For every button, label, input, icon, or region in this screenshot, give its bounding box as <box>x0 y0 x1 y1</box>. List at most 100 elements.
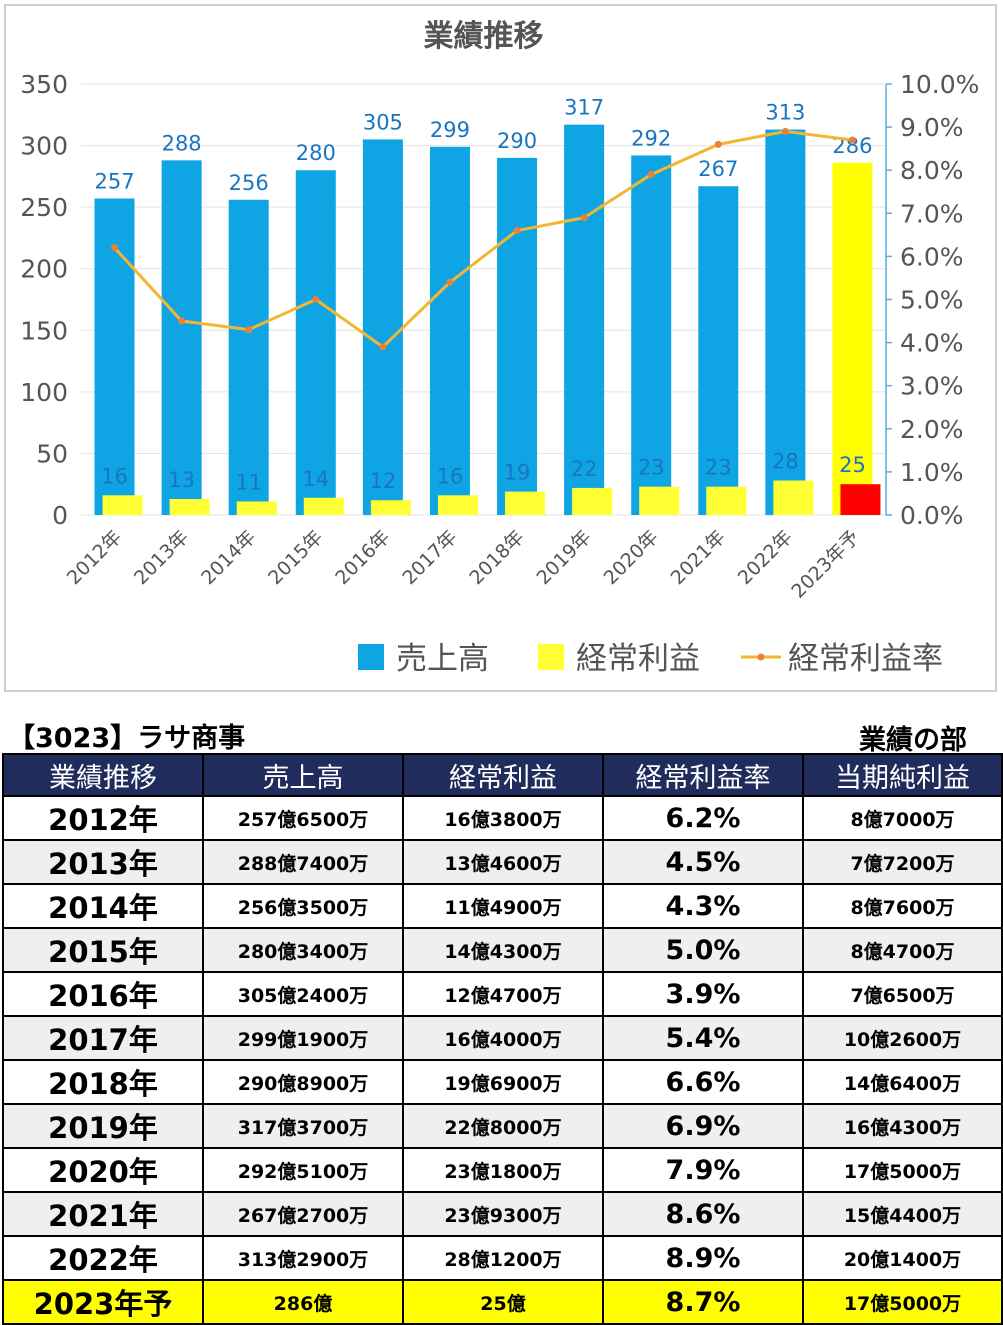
cell-sales: 290億8900万 <box>202 1059 404 1105</box>
cell-net-income: 8億7600万 <box>802 883 1003 929</box>
cell-profit-rate: 8.7% <box>602 1279 804 1325</box>
header-sales: 売上高 <box>202 753 404 797</box>
bar-sales <box>698 186 739 516</box>
line-profit-rate-point <box>312 296 320 303</box>
bar-sales-label: 313 <box>765 101 805 125</box>
cell-year: 2014年 <box>2 883 204 929</box>
chart-title: 業績推移 <box>424 19 544 54</box>
company-title: 【3023】ラサ商事 <box>8 723 246 754</box>
y-right-tick-label: 6.0% <box>900 242 964 271</box>
table-header-row: 業績推移 売上高 経常利益 経常利益率 当期純利益 <box>2 753 1003 797</box>
cell-sales: 286億 <box>202 1279 404 1325</box>
bar-sales-label: 257 <box>94 170 134 194</box>
bar-ordinary-profit-label: 19 <box>504 461 531 485</box>
cell-ordinary-profit: 13億4600万 <box>402 839 604 885</box>
cell-profit-rate: 6.6% <box>602 1059 804 1105</box>
bar-sales <box>362 139 403 515</box>
header-ordinary-profit: 経常利益 <box>402 753 604 797</box>
cell-ordinary-profit: 28億1200万 <box>402 1235 604 1281</box>
cell-ordinary-profit: 23億9300万 <box>402 1191 604 1237</box>
y-right-tick-label: 10.0% <box>900 70 979 99</box>
bar-ordinary-profit-label: 23 <box>705 456 732 480</box>
bar-sales <box>497 157 538 515</box>
bar-sales-label: 288 <box>162 131 202 155</box>
y-right-tick-label: 2.0% <box>900 415 964 444</box>
cell-net-income: 7億7200万 <box>802 839 1003 885</box>
x-tick-label: 2014年 <box>197 526 260 589</box>
cell-profit-rate: 3.9% <box>602 971 804 1017</box>
bar-ordinary-profit <box>706 486 747 515</box>
cell-profit-rate: 8.6% <box>602 1191 804 1237</box>
line-profit-rate-point <box>446 278 454 286</box>
table-row: 2020年 292億5100万 23億1800万 7.9% 17億5000万 <box>2 1147 1003 1193</box>
legend-swatch-sales <box>358 644 384 670</box>
y-right-tick-label: 0.0% <box>900 501 964 530</box>
cell-sales: 299億1900万 <box>202 1015 404 1061</box>
cell-profit-rate: 6.9% <box>602 1103 804 1149</box>
cell-net-income: 16億4300万 <box>802 1103 1003 1149</box>
section-label: 業績の部 <box>859 725 967 756</box>
line-profit-rate-point <box>647 171 655 179</box>
y-right-tick-label: 4.0% <box>900 329 964 358</box>
cell-profit-rate: 5.0% <box>602 927 804 973</box>
cell-sales: 256億3500万 <box>202 883 404 929</box>
cell-sales: 313億2900万 <box>202 1235 404 1281</box>
x-tick-label: 2018年 <box>465 526 528 589</box>
cell-sales: 292億5100万 <box>202 1147 404 1193</box>
legend-label-ordinary-profit: 経常利益 <box>576 641 700 677</box>
table-row: 2015年 280億3400万 14億4300万 5.0% 8億4700万 <box>2 927 1003 973</box>
table-row: 2014年 256億3500万 11億4900万 4.3% 8億7600万 <box>2 883 1003 929</box>
bar-ordinary-profit <box>169 498 210 515</box>
cell-ordinary-profit: 22億8000万 <box>402 1103 604 1149</box>
line-profit-rate-point <box>111 244 119 252</box>
bar-ordinary-profit-label: 14 <box>302 467 329 491</box>
cell-year: 2012年 <box>2 795 204 841</box>
cell-ordinary-profit: 16億3800万 <box>402 795 604 841</box>
chart-panel: 業績推移 0 50 100 150 200 250 300 350 0.0% 1.0% 2.0% 3.0… <box>4 4 997 692</box>
bar-sales-label: 290 <box>497 129 537 153</box>
cell-profit-rate: 4.5% <box>602 839 804 885</box>
table-row: 2019年 317億3700万 22億8000万 6.9% 16億4300万 <box>2 1103 1003 1149</box>
bar-sales <box>832 162 873 515</box>
table-row: 2016年 305億2400万 12億4700万 3.9% 7億6500万 <box>2 971 1003 1017</box>
cell-profit-rate: 4.3% <box>602 883 804 929</box>
bar-ordinary-profit-label: 16 <box>101 464 128 488</box>
cell-year: 2021年 <box>2 1191 204 1237</box>
table-row: 2013年 288億7400万 13億4600万 4.5% 7億7200万 <box>2 839 1003 885</box>
y-left-tick-label: 50 <box>36 439 68 468</box>
cell-net-income: 8億4700万 <box>802 927 1003 973</box>
cell-ordinary-profit: 25億 <box>402 1279 604 1325</box>
table-row: 2018年 290億8900万 19億6900万 6.6% 14億6400万 <box>2 1059 1003 1105</box>
bar-ordinary-profit <box>102 495 143 515</box>
cell-sales: 288億7400万 <box>202 839 404 885</box>
y-left-tick-label: 0 <box>52 501 68 530</box>
table-row: 2022年 313億2900万 28億1200万 8.9% 20億1400万 <box>2 1235 1003 1281</box>
bar-ordinary-profit-label: 22 <box>571 457 598 481</box>
cell-profit-rate: 5.4% <box>602 1015 804 1061</box>
y-right-tick-label: 1.0% <box>900 458 964 487</box>
bar-sales-label: 267 <box>698 157 738 181</box>
y-left-tick-label: 250 <box>20 193 68 222</box>
x-tick-label: 2012年 <box>63 526 126 589</box>
cell-sales: 257億6500万 <box>202 795 404 841</box>
header-period: 業績推移 <box>2 753 204 797</box>
bar-ordinary-profit <box>773 480 814 515</box>
cell-year: 2017年 <box>2 1015 204 1061</box>
line-profit-rate-point <box>513 227 521 235</box>
header-net-income: 当期純利益 <box>802 753 1003 797</box>
bar-sales <box>429 146 470 515</box>
table-row: 2021年 267億2700万 23億9300万 8.6% 15億4400万 <box>2 1191 1003 1237</box>
cell-year: 2018年 <box>2 1059 204 1105</box>
x-tick-label: 2022年 <box>734 526 797 589</box>
cell-year: 2023年予 <box>2 1279 204 1325</box>
cell-ordinary-profit: 12億4700万 <box>402 971 604 1017</box>
y-left-tick-label: 100 <box>20 378 68 407</box>
bar-sales-label: 299 <box>430 118 470 142</box>
cell-sales: 267億2700万 <box>202 1191 404 1237</box>
bar-ordinary-profit <box>303 497 344 515</box>
legend-label-profit-rate: 経常利益率 <box>788 641 943 677</box>
x-tick-label: 2020年 <box>600 526 663 589</box>
line-profit-rate-point <box>379 343 387 351</box>
x-tick-label: 2021年 <box>667 526 730 589</box>
legend-label-sales: 売上高 <box>396 641 489 677</box>
